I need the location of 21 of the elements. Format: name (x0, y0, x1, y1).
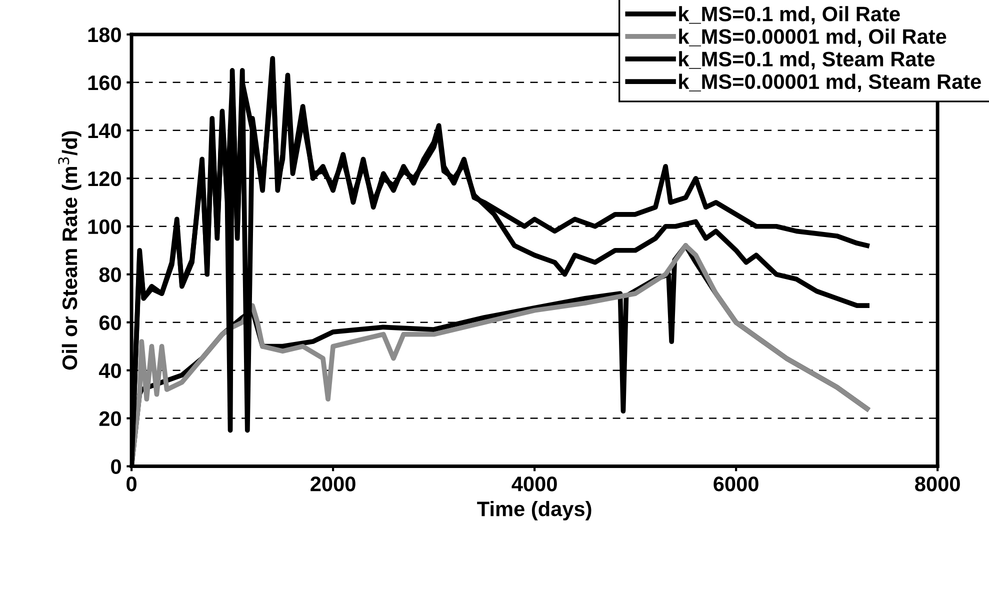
y-tick-label: 180 (88, 27, 121, 42)
x-tick-label: 6000 (714, 476, 758, 492)
x-tick-label: 4000 (512, 476, 557, 492)
legend-label: k_MS=0.00001 md, Oil Rate (679, 28, 946, 47)
y-tick-label: 0 (111, 459, 121, 474)
x-tick-label: 0 (126, 476, 136, 492)
y-tick-label: 120 (88, 171, 121, 186)
x-tick-label: 8000 (915, 476, 960, 492)
x-tick-label: 2000 (310, 476, 356, 492)
legend-label: k_MS=0.00001 md, Steam Rate (679, 74, 981, 92)
legend-label: k_MS=0.1 md, Steam Rate (679, 51, 935, 70)
y-tick-label: 40 (98, 363, 121, 378)
legend-label: k_MS=0.1 md, Oil Rate (679, 6, 900, 24)
y-tick-label: 100 (88, 219, 121, 234)
y-tick-label: 60 (99, 315, 121, 330)
y-tick-label: 140 (88, 123, 121, 138)
y-axis-title: Oil or Steam Rate (m$^{3}$/d) (58, 131, 82, 370)
y-tick-label: 80 (99, 267, 121, 282)
y-tick-label: 160 (88, 75, 121, 90)
y-tick-label: 20 (99, 411, 121, 426)
x-axis-title: Time (days) (477, 500, 592, 520)
